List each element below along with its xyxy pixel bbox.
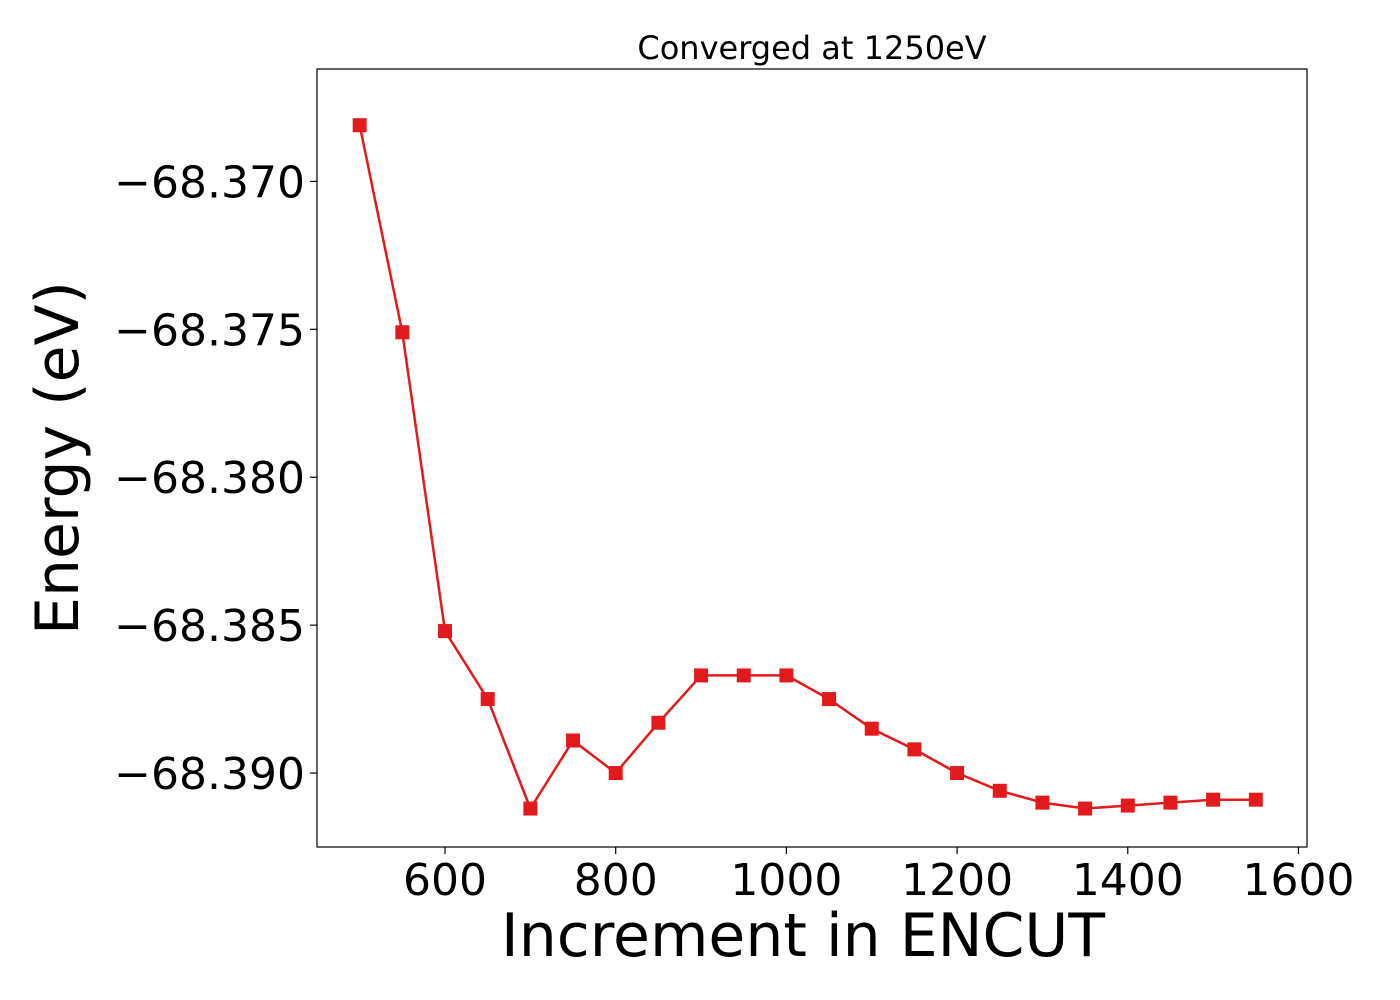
data-point-marker xyxy=(1120,798,1135,813)
data-point-marker xyxy=(779,668,794,683)
data-point-marker xyxy=(566,733,581,748)
y-tick-label: −68.390 xyxy=(114,749,305,800)
data-point-marker xyxy=(352,118,367,133)
data-point-marker xyxy=(608,766,623,781)
x-tick-label: 1600 xyxy=(1242,855,1354,906)
x-axis-label: Increment in ENCUT xyxy=(501,901,1105,971)
data-point-marker xyxy=(694,668,709,683)
x-tick-label: 1200 xyxy=(901,855,1013,906)
data-point-marker xyxy=(822,692,837,707)
x-tick-label: 600 xyxy=(403,855,487,906)
data-point-marker xyxy=(1206,792,1221,807)
data-point-marker xyxy=(1248,792,1263,807)
chart-title: Converged at 1250eV xyxy=(637,29,986,67)
x-tick-label: 1000 xyxy=(730,855,842,906)
data-point-marker xyxy=(523,801,538,816)
series-line xyxy=(358,124,1256,810)
data-point-marker xyxy=(438,624,453,639)
data-point-marker xyxy=(1163,795,1178,810)
data-point-marker xyxy=(395,325,410,340)
y-tick-label: −68.375 xyxy=(114,305,305,356)
data-point-marker xyxy=(950,766,965,781)
plot-area xyxy=(316,68,1308,848)
data-point-marker xyxy=(992,783,1007,798)
series-layer xyxy=(352,118,1263,816)
data-point-marker xyxy=(907,742,922,757)
data-point-marker xyxy=(480,692,495,707)
x-axis: 600 800 1000 1200 1400 1600 xyxy=(403,847,1354,906)
data-point-marker xyxy=(1078,801,1093,816)
data-point-marker xyxy=(1035,795,1050,810)
y-tick-label: −68.385 xyxy=(114,601,305,652)
data-point-marker xyxy=(651,715,666,730)
y-axis: −68.370 −68.375 −68.380 −68.385 −68.390 xyxy=(114,157,317,800)
data-point-marker xyxy=(864,721,879,736)
data-point-marker xyxy=(736,668,751,683)
x-tick-label: 800 xyxy=(574,855,658,906)
x-tick-label: 1400 xyxy=(1072,855,1184,906)
y-tick-label: −68.380 xyxy=(114,453,305,504)
y-tick-label: −68.370 xyxy=(114,157,305,208)
y-axis-label: Energy (eV) xyxy=(23,281,93,635)
